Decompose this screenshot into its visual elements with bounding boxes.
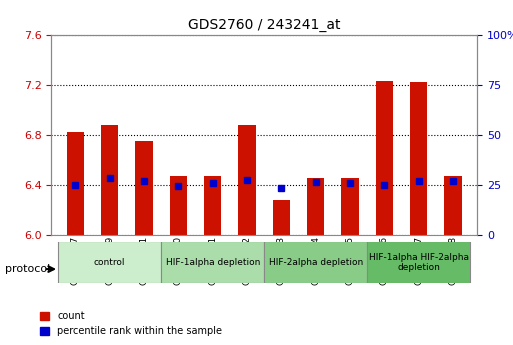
Text: HIF-2alpha depletion: HIF-2alpha depletion xyxy=(269,258,363,267)
Bar xyxy=(444,176,462,235)
Bar xyxy=(273,200,290,235)
Title: GDS2760 / 243241_at: GDS2760 / 243241_at xyxy=(188,18,341,32)
Text: protocol: protocol xyxy=(5,264,50,274)
Bar xyxy=(307,178,324,235)
Bar xyxy=(204,176,221,235)
Bar xyxy=(135,141,152,235)
Bar xyxy=(170,176,187,235)
Text: HIF-1alpha HIF-2alpha
depletion: HIF-1alpha HIF-2alpha depletion xyxy=(369,253,469,272)
Legend: count, percentile rank within the sample: count, percentile rank within the sample xyxy=(35,307,226,340)
Bar xyxy=(410,82,427,235)
FancyBboxPatch shape xyxy=(367,241,470,283)
Bar xyxy=(239,125,255,235)
FancyBboxPatch shape xyxy=(161,241,264,283)
Bar xyxy=(101,125,119,235)
Bar xyxy=(342,178,359,235)
FancyBboxPatch shape xyxy=(264,241,367,283)
Bar xyxy=(67,132,84,235)
Text: HIF-1alpha depletion: HIF-1alpha depletion xyxy=(166,258,260,267)
Text: control: control xyxy=(94,258,125,267)
Bar xyxy=(376,81,393,235)
FancyBboxPatch shape xyxy=(58,241,161,283)
